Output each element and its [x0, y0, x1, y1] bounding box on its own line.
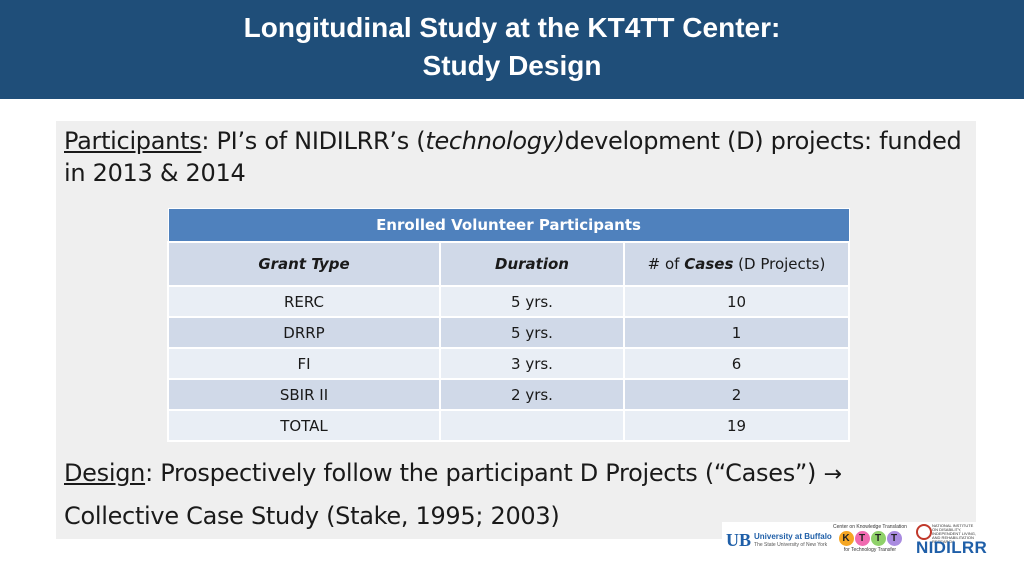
participants-text-b: development (D) projects: funded in 2013… [64, 127, 962, 187]
header-duration: Duration [439, 241, 625, 287]
slide-title-line1: Longitudinal Study at the KT4TT Center: [243, 12, 781, 43]
ktt-letter-k: K [838, 531, 854, 546]
participants-text-a: : PI’s of NIDILRR’s ( [201, 127, 426, 155]
header-cases: # of Cases (D Projects) [623, 241, 850, 287]
cell-grant: SBIR II [167, 378, 441, 411]
cell-cases: 19 [623, 409, 850, 442]
header-cases-suffix: (D Projects) [733, 255, 826, 273]
ktt-top-text: Center on Knowledge Translation [833, 524, 907, 530]
cell-grant: TOTAL [167, 409, 441, 442]
university-at-buffalo-logo: UB University at Buffalo The State Unive… [726, 530, 832, 551]
cell-duration: 2 yrs. [439, 378, 625, 411]
cell-grant: RERC [167, 285, 441, 318]
cell-duration: 5 yrs. [439, 316, 625, 349]
nidilrr-seal-icon [916, 524, 932, 540]
cell-cases: 10 [623, 285, 850, 318]
design-label: Design [64, 459, 146, 487]
cell-duration: 5 yrs. [439, 285, 625, 318]
table-caption: Enrolled Volunteer Participants [167, 208, 850, 243]
ub-name: University at Buffalo [754, 531, 832, 541]
table-row: DRRP 5 yrs. 1 [167, 316, 850, 349]
table-header-row: Grant Type Duration # of Cases (D Projec… [167, 241, 850, 287]
ub-sub: The State University of New York [754, 541, 828, 548]
header-cases-prefix: # of [647, 255, 685, 273]
table-row: RERC 5 yrs. 10 [167, 285, 850, 318]
cell-grant: FI [167, 347, 441, 380]
nidilrr-wordmark: NIDILRR [916, 538, 988, 557]
cell-grant: DRRP [167, 316, 441, 349]
nidilrr-logo: NATIONAL INSTITUTE ON DISABILITY, INDEPE… [914, 523, 987, 557]
kt4tt-logo: Center on Knowledge Translation K T T T … [830, 524, 910, 556]
content-panel: Participants: PI’s of NIDILRR’s (technol… [56, 121, 976, 539]
participants-paragraph: Participants: PI’s of NIDILRR’s (technol… [64, 125, 964, 189]
cell-cases: 1 [623, 316, 850, 349]
ub-mark: UB [726, 530, 752, 550]
header-grant-type: Grant Type [167, 241, 441, 287]
design-line2: Collective Case Study (Stake, 1995; 2003… [64, 502, 560, 530]
participants-table: Enrolled Volunteer Participants Grant Ty… [167, 208, 850, 442]
slide-title-line2: Study Design [422, 50, 602, 81]
arrow-right-icon: → [823, 462, 842, 487]
cell-cases: 2 [623, 378, 850, 411]
table-row: SBIR II 2 yrs. 2 [167, 378, 850, 411]
cell-cases: 6 [623, 347, 850, 380]
sponsor-logos: UB University at Buffalo The State Unive… [722, 522, 987, 557]
ktt-letter-t: T [854, 531, 870, 546]
ktt-bottom-text: for Technology Transfer [843, 547, 897, 553]
slide-header: Longitudinal Study at the KT4TT Center: … [0, 0, 1024, 99]
participants-label: Participants [64, 127, 202, 155]
header-cases-bold: Cases [684, 255, 734, 273]
design-text: : Prospectively follow the participant D… [145, 459, 824, 487]
participants-italic: technology) [425, 127, 565, 155]
table-row-total: TOTAL 19 [167, 409, 850, 442]
ktt-letter-t: T [870, 531, 886, 546]
cell-duration: 3 yrs. [439, 347, 625, 380]
ktt-letter-t: T [886, 531, 902, 546]
cell-duration [439, 409, 625, 442]
design-paragraph: Design: Prospectively follow the partici… [64, 457, 842, 491]
table-row: FI 3 yrs. 6 [167, 347, 850, 380]
nidilrr-small-text: NATIONAL INSTITUTE ON DISABILITY, INDEPE… [932, 523, 976, 544]
